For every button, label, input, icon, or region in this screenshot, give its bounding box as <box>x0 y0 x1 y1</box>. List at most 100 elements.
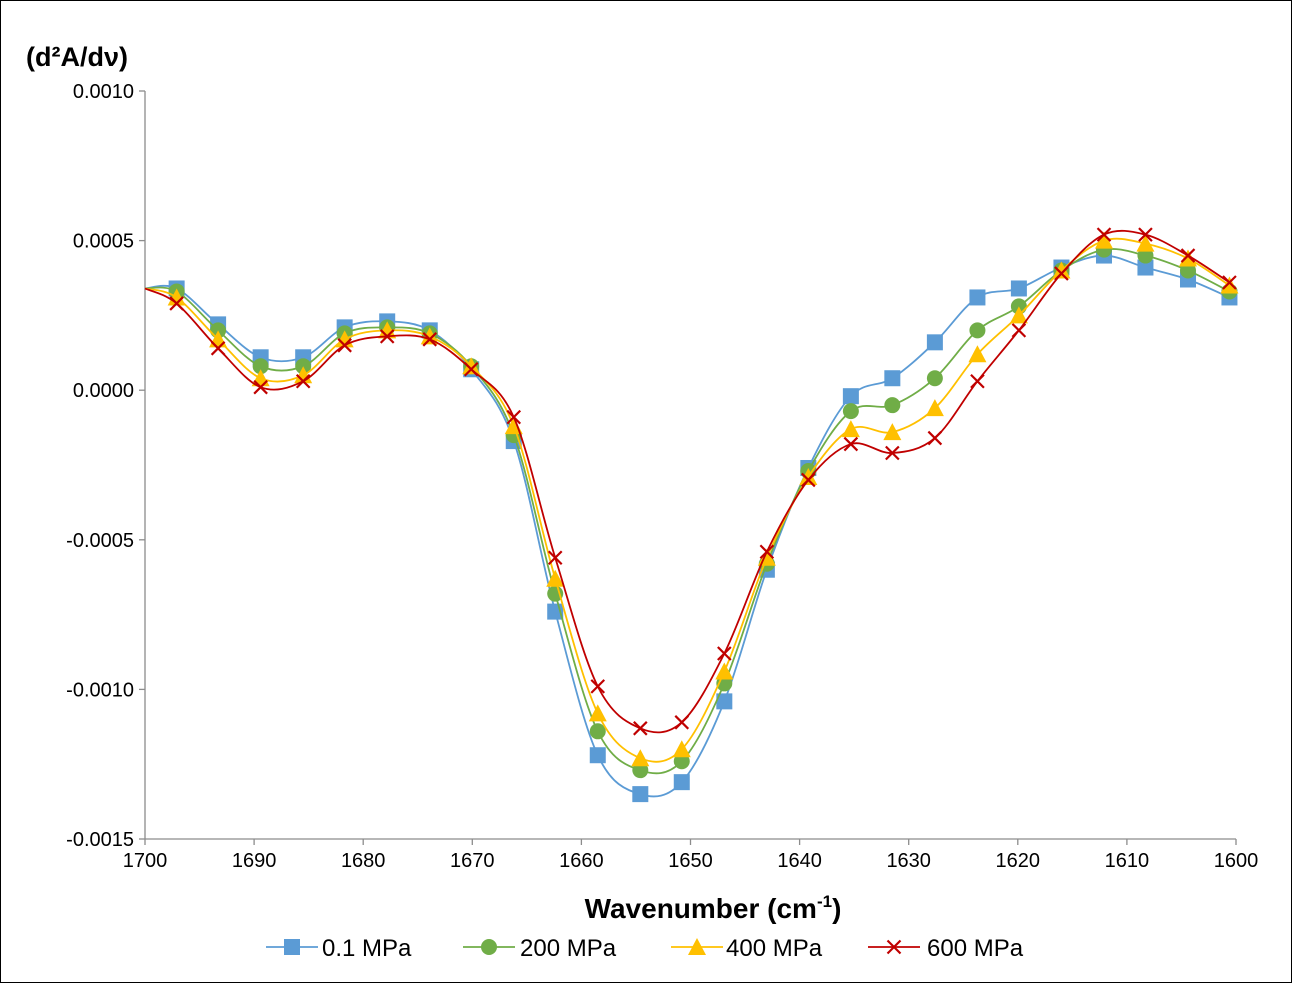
legend-item-2: 400 MPa <box>671 935 823 962</box>
x-tick-label: 1650 <box>668 850 713 872</box>
data-point <box>968 345 987 363</box>
y-axis-title: (d²A/dν) <box>26 42 128 72</box>
data-point <box>842 403 859 420</box>
x-tick-label: 1670 <box>450 850 495 872</box>
data-point <box>1137 259 1154 276</box>
data-point <box>1094 231 1113 249</box>
legend-marker <box>688 938 706 955</box>
legend-item-1: 200 MPa <box>463 935 617 962</box>
legend-marker <box>284 939 300 955</box>
legend-label: 600 MPa <box>927 935 1024 962</box>
legend-marker <box>886 939 902 955</box>
data-point <box>1009 306 1028 324</box>
data-point <box>1178 249 1197 267</box>
data-point <box>1220 276 1239 294</box>
legend-item-3: 600 MPa <box>868 935 1024 962</box>
x-tick-label: 1680 <box>341 850 386 872</box>
x-axis: 1700 1690 1680 1670 1660 1650 1640 1630 1620 1610… <box>123 838 1259 872</box>
data-point <box>1136 234 1155 252</box>
x-tick-label: 1690 <box>232 850 277 872</box>
data-point <box>422 332 438 347</box>
data-point <box>632 786 649 803</box>
x-axis-title: Wavenumber (cm-1) <box>585 892 842 924</box>
data-point <box>673 774 690 791</box>
data-point <box>547 550 563 566</box>
x-tick-label: 1600 <box>1214 850 1259 872</box>
legend-item-0: 0.1 MPa <box>266 935 412 962</box>
x-axis-title-superscript: -1 <box>817 892 832 911</box>
series-line-3 <box>144 229 1230 734</box>
data-point <box>885 445 900 461</box>
data-point <box>337 338 352 353</box>
data-point <box>925 399 944 417</box>
data-point <box>717 646 732 661</box>
y-tick-label: 0.0010 <box>73 81 134 103</box>
x-tick-label: 1700 <box>123 850 168 872</box>
data-point <box>926 334 943 351</box>
data-point <box>842 388 859 405</box>
legend-label: 0.1 MPa <box>322 935 412 962</box>
series-3 <box>144 227 1237 736</box>
y-tick-label: 0.0005 <box>73 231 134 253</box>
legend-label: 200 MPa <box>520 935 617 962</box>
data-point <box>589 723 606 740</box>
data-point <box>589 747 606 764</box>
data-point <box>1052 261 1071 279</box>
x-tick-label: 1610 <box>1105 850 1150 872</box>
data-point <box>716 693 733 710</box>
data-point <box>169 296 184 311</box>
data-point <box>590 679 606 694</box>
y-tick-label: 0.0000 <box>73 380 134 402</box>
series-0 <box>144 247 1238 803</box>
x-tick-label: 1640 <box>777 850 822 872</box>
series-2 <box>144 231 1239 767</box>
data-point <box>379 329 395 344</box>
data-point <box>883 423 902 441</box>
data-point <box>674 715 690 730</box>
y-axis: 0.0010 0.0005 0.0000 -0.0005 -0.0010 -0.0015 <box>66 81 146 851</box>
data-point <box>588 704 607 722</box>
data-point <box>546 569 565 587</box>
data-point <box>1054 266 1069 281</box>
data-point <box>420 327 439 345</box>
data-point <box>1096 227 1112 242</box>
data-point <box>884 397 901 414</box>
y-tick-label: -0.0005 <box>66 530 134 552</box>
data-point <box>506 409 522 425</box>
data-point <box>715 662 734 680</box>
data-point <box>1180 248 1196 263</box>
data-point <box>672 740 691 758</box>
legend: 0.1 MPa 200 MPa 400 MPa 600 MPa <box>266 935 1024 962</box>
data-point <box>927 430 943 446</box>
data-point <box>631 749 650 767</box>
data-point <box>1010 280 1027 297</box>
x-tick-label: 1660 <box>559 850 604 872</box>
data-point <box>801 472 816 488</box>
data-point <box>253 379 268 395</box>
data-point <box>252 358 269 375</box>
data-point <box>884 370 901 387</box>
series-line-2 <box>144 237 1230 763</box>
data-point <box>210 341 226 356</box>
series-1 <box>144 241 1238 779</box>
data-point <box>463 361 479 377</box>
data-point <box>970 373 985 389</box>
data-point <box>969 322 986 339</box>
x-axis-title-main: Wavenumber (cm <box>585 893 817 924</box>
series-line-1 <box>144 248 1230 775</box>
data-point <box>841 420 860 438</box>
data-point <box>759 544 775 560</box>
data-point <box>1011 323 1027 338</box>
data-point <box>843 436 859 452</box>
legend-label: 400 MPa <box>726 935 823 962</box>
data-point <box>633 721 648 736</box>
data-point <box>462 357 481 375</box>
data-point <box>378 321 397 339</box>
data-point <box>799 467 818 485</box>
x-tick-label: 1620 <box>996 850 1041 872</box>
legend-marker <box>481 939 497 955</box>
data-point <box>1222 275 1237 290</box>
series-layer <box>144 227 1239 803</box>
x-tick-label: 1630 <box>886 850 931 872</box>
